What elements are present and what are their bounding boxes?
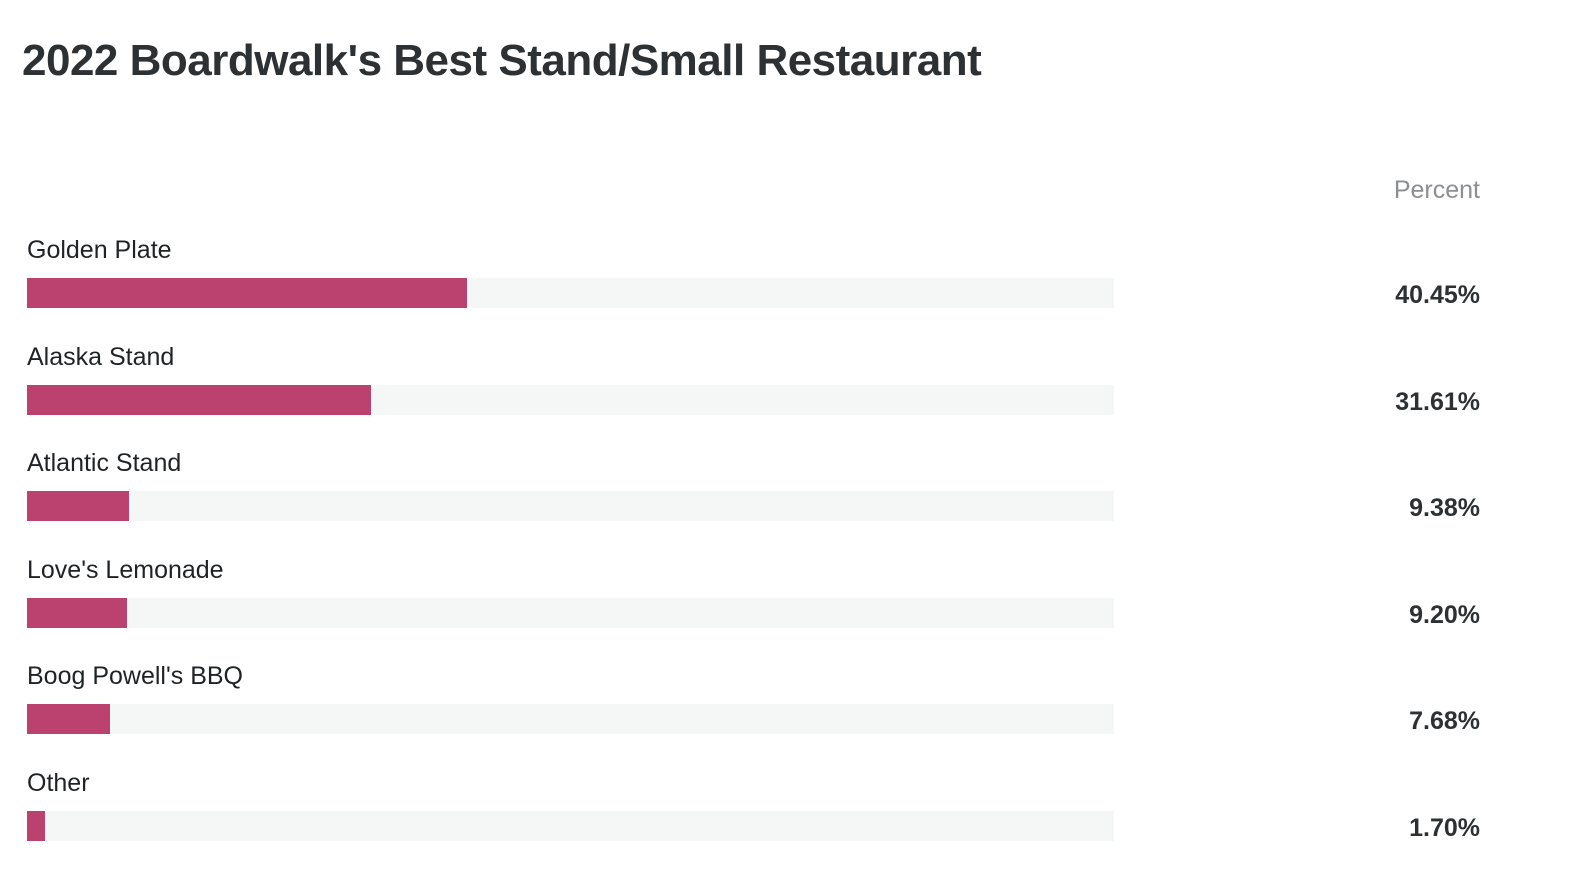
bar [27,704,111,734]
bar [27,278,467,308]
bar-label: Love's Lemonade [27,555,224,584]
bar-value-label: 40.45% [1395,281,1480,309]
bar-value-label: 7.68% [1409,707,1480,735]
bar-label: Alaska Stand [27,342,175,371]
bar-label: Golden Plate [27,236,172,264]
chart-title: 2022 Boardwalk's Best Stand/Small Restau… [22,36,982,85]
bar-track [27,704,1114,734]
bar [27,491,129,521]
bar-label: Other [27,768,90,797]
bar-track [27,491,1114,521]
bar-track [27,384,1114,415]
percent-column-header: Percent [1393,176,1480,204]
bar-value-label: 9.20% [1409,600,1480,629]
bar [27,384,371,415]
bar-label: Atlantic Stand [27,449,182,477]
bar [27,597,127,628]
bar-value-label: 31.61% [1395,387,1480,416]
bar [27,810,46,841]
bar-track [27,597,1114,628]
bar-value-label: 1.70% [1409,813,1480,842]
bar-track [27,810,1114,841]
bar-track [27,278,1114,308]
bar-value-label: 9.38% [1409,494,1480,522]
bar-label: Boog Powell's BBQ [27,662,243,690]
